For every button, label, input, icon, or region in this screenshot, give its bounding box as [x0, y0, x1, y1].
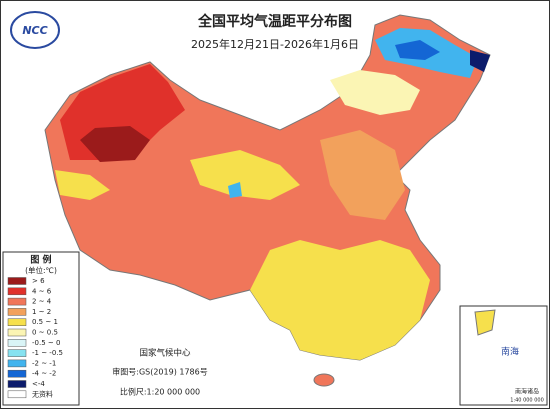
legend-label: 无资料: [32, 389, 53, 398]
legend-swatch: [7, 287, 27, 296]
region-mild: [55, 170, 110, 200]
legend-label: 0.5 ~ 1: [32, 318, 58, 326]
region-hot: [80, 126, 150, 162]
logo-ring: [10, 11, 60, 49]
legend-swatch: [7, 349, 27, 357]
legend-swatch: [7, 277, 27, 285]
legend-swatch: [7, 390, 27, 399]
region-mild: [330, 70, 420, 115]
legend-swatch: [7, 328, 27, 337]
legend-label: -2 ~ -1: [32, 359, 56, 367]
legend-label: 2 ~ 4: [32, 298, 52, 306]
legend-label: <-4: [32, 380, 45, 388]
legend-label: -1 ~ -0.5: [32, 349, 63, 357]
map: [44, 14, 491, 387]
scale: 比例尺:1:20 000 000: [120, 387, 200, 397]
legend-swatch: [7, 339, 27, 347]
inset-box: [459, 305, 548, 406]
legend: 图 例 (单位:℃) > 6 4 ~ 6 2 ~ 4 1 ~ 2 0.5 ~ 1 0 ~ …: [2, 251, 80, 406]
approval: 审图号:GS(2019) 1786号: [112, 367, 207, 377]
inset-scale: 1:40 000 000: [510, 398, 544, 404]
logo-text: NCC: [22, 24, 47, 37]
legend-swatch: [7, 297, 27, 306]
legend-label: 0 ~ 0.5: [32, 329, 58, 337]
legend-label: > 6: [32, 277, 45, 285]
legend-swatch: [7, 318, 27, 326]
region-mild: [250, 240, 430, 360]
inset-land: [474, 309, 496, 336]
region-mild: [190, 150, 300, 200]
inset: 南海 南海诸岛 1:40 000 000: [459, 305, 548, 406]
logo: NCC: [10, 11, 60, 49]
region-cool: [228, 182, 242, 198]
legend-swatch: [7, 359, 27, 368]
legend-swatch: [7, 380, 27, 388]
region-cold: [395, 40, 440, 60]
subtitle: 2025年12月21日-2026年1月6日: [191, 37, 359, 51]
legend-label: 4 ~ 6: [32, 287, 52, 295]
legend-swatch: [7, 369, 27, 378]
legend-label: -4 ~ -2: [32, 370, 56, 378]
inset-label: 南海: [501, 346, 519, 358]
inset-caption: 南海诸岛: [515, 388, 539, 396]
legend-title: 图 例: [30, 254, 51, 266]
legend-label: 1 ~ 2: [32, 308, 51, 316]
island: [313, 373, 335, 387]
region-cold: [470, 50, 490, 72]
legend-unit: (单位:℃): [25, 265, 57, 275]
title: 全国平均气温距平分布图: [197, 13, 352, 30]
region-light: [320, 130, 405, 220]
legend-label: -0.5 ~ 0: [32, 339, 60, 347]
legend-swatch: [7, 308, 27, 316]
org: 国家气候中心: [139, 348, 191, 359]
